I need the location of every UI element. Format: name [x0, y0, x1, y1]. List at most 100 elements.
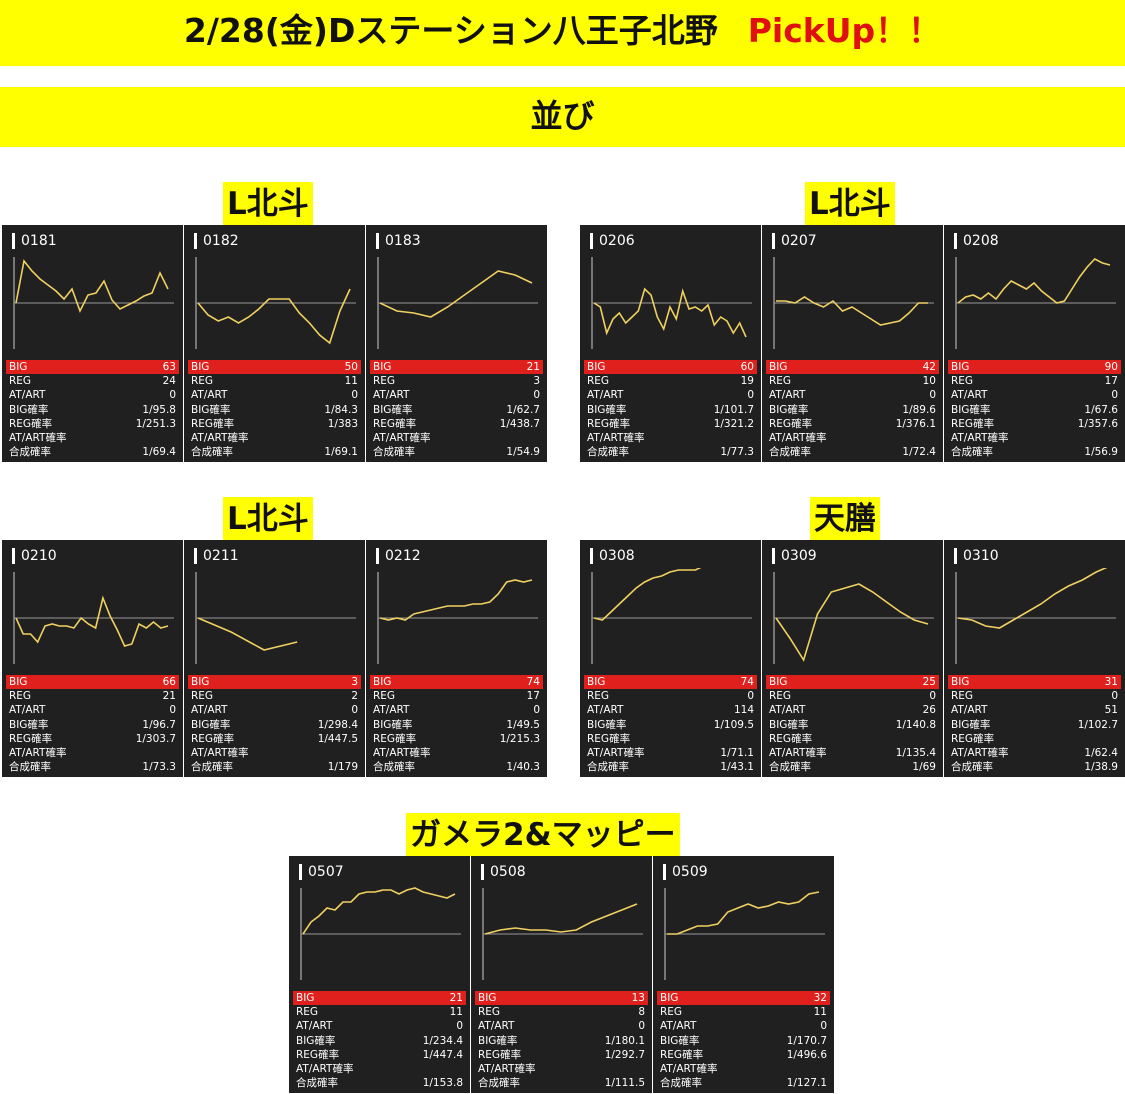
stat-value: 1/438.7: [499, 417, 540, 430]
stats-row: AT/ART確率: [948, 431, 1121, 445]
stat-value: 13: [631, 992, 645, 1004]
stats-row: REG確率 1/321.2: [584, 417, 757, 431]
stats-row: BIG 42: [766, 360, 939, 375]
stat-value: 21: [526, 361, 540, 373]
slump-graph: [664, 888, 825, 980]
slump-line: [379, 270, 533, 318]
machine-panel[interactable]: 0509 BIG 32 REG 11 AT/ART 0 BIG確率 1/170.7 REG確率 1/…: [653, 856, 834, 1093]
stat-label: REG確率: [587, 417, 631, 430]
stat-label: AT/ART確率: [660, 1062, 718, 1075]
stats-row: REG 8: [475, 1005, 648, 1019]
stats-row: BIG確率 1/180.1: [475, 1034, 648, 1048]
machine-panel[interactable]: 0308 BIG 74 REG 0 AT/ART 114 BIG確率 1/109.5 REG確率 A…: [580, 540, 761, 777]
stats-row: AT/ART確率: [475, 1062, 648, 1076]
stat-label: AT/ART: [478, 1020, 515, 1033]
stats-row: 合成確率 1/69.4: [6, 445, 179, 459]
stat-value: 0: [169, 389, 176, 402]
stat-value: 1/73.3: [142, 761, 176, 774]
stats-row: AT/ART 0: [370, 388, 543, 402]
stats-row: BIG 32: [657, 991, 830, 1006]
stat-value: 1/179: [327, 761, 358, 774]
stats-row: BIG 63: [6, 360, 179, 375]
stat-value: 31: [1104, 676, 1118, 688]
stats-row: AT/ART 114: [584, 703, 757, 717]
stats-row: AT/ART 0: [293, 1019, 466, 1033]
stat-label: AT/ART確率: [191, 746, 249, 759]
machine-panel[interactable]: 0211 BIG 3 REG 2 AT/ART 0 BIG確率 1/298.4 REG確率 1/44…: [184, 540, 365, 777]
stat-label: AT/ART確率: [769, 431, 827, 444]
stat-value: 1/140.8: [895, 718, 936, 731]
stat-label: AT/ART確率: [587, 746, 645, 759]
stat-label: REG: [951, 690, 974, 703]
stats-row: BIG確率 1/89.6: [766, 403, 939, 417]
stat-value: 1/56.9: [1084, 446, 1118, 459]
stat-label: REG確率: [373, 732, 417, 745]
stat-label: BIG確率: [373, 718, 413, 731]
stat-label: BIG確率: [478, 1034, 518, 1047]
stat-value: 0: [929, 690, 936, 703]
stat-label: BIG確率: [769, 718, 809, 731]
machine-panel[interactable]: 0182 BIG 50 REG 11 AT/ART 0 BIG確率 1/84.3 REG確率 1/3…: [184, 225, 365, 462]
stats-table: BIG 50 REG 11 AT/ART 0 BIG確率 1/84.3 REG確率 1/383 AT…: [188, 360, 361, 459]
machine-panel[interactable]: 0507 BIG 21 REG 11 AT/ART 0 BIG確率 1/234.4 REG確率 1/…: [289, 856, 470, 1093]
stat-value: 90: [1104, 361, 1118, 373]
machine-panel[interactable]: 0310 BIG 31 REG 0 AT/ART 51 BIG確率 1/102.7 REG確率 AT…: [944, 540, 1125, 777]
stats-row: BIG 21: [293, 991, 466, 1006]
slump-line: [776, 296, 928, 326]
machine-panel[interactable]: 0181 BIG 63 REG 24 AT/ART 0 BIG確率 1/95.8 REG確率 1/2…: [2, 225, 183, 462]
stats-row: REG確率 1/496.6: [657, 1048, 830, 1062]
stats-row: AT/ART 0: [475, 1019, 648, 1033]
stat-label: 合成確率: [9, 446, 51, 459]
stat-label: AT/ART: [191, 704, 228, 717]
stat-label: BIG: [587, 676, 606, 688]
stat-label: REG: [373, 690, 396, 703]
stat-label: REG確率: [587, 732, 631, 745]
machine-panel[interactable]: 0207 BIG 42 REG 10 AT/ART 0 BIG確率 1/89.6 REG確率 1/3…: [762, 225, 943, 462]
stat-label: AT/ART: [769, 704, 806, 717]
stats-row: REG 24: [6, 374, 179, 388]
stats-table: BIG 31 REG 0 AT/ART 51 BIG確率 1/102.7 REG確率 AT/ART…: [948, 675, 1121, 774]
stat-value: 32: [813, 992, 827, 1004]
slump-graph: [13, 572, 174, 664]
stat-value: 0: [820, 1020, 827, 1033]
stats-table: BIG 63 REG 24 AT/ART 0 BIG確率 1/95.8 REG確率 1/251.3…: [6, 360, 179, 459]
stat-label: BIG: [9, 676, 28, 688]
stat-value: 1/135.4: [895, 746, 936, 759]
stats-table: BIG 3 REG 2 AT/ART 0 BIG確率 1/298.4 REG確率 1/447.5 A…: [188, 675, 361, 774]
stat-label: BIG確率: [951, 718, 991, 731]
stat-label: AT/ART: [373, 704, 410, 717]
machine-number: 0308: [590, 548, 635, 564]
machine-panel[interactable]: 0212 BIG 74 REG 17 AT/ART 0 BIG確率 1/49.5 REG確率 1/2…: [366, 540, 547, 777]
machine-panel[interactable]: 0508 BIG 13 REG 8 AT/ART 0 BIG確率 1/180.1 REG確率 1/2…: [471, 856, 652, 1093]
stat-label: AT/ART確率: [769, 746, 827, 759]
slump-graph: [195, 257, 356, 349]
machine-number: 0309: [772, 548, 817, 564]
stats-row: AT/ART確率: [370, 746, 543, 760]
stat-label: REG確率: [660, 1048, 704, 1061]
machine-panel[interactable]: 0208 BIG 90 REG 17 AT/ART 0 BIG確率 1/67.6 REG確率 1/3…: [944, 225, 1125, 462]
stat-value: 1/111.5: [604, 1077, 645, 1090]
machine-panel[interactable]: 0210 BIG 66 REG 21 AT/ART 0 BIG確率 1/96.7 REG確率 1/3…: [2, 540, 183, 777]
stats-row: REG 21: [6, 689, 179, 703]
stats-row: AT/ART 0: [6, 388, 179, 402]
stat-label: REG確率: [951, 417, 995, 430]
stats-table: BIG 25 REG 0 AT/ART 26 BIG確率 1/140.8 REG確率 AT/ART…: [766, 675, 939, 774]
stats-row: AT/ART 26: [766, 703, 939, 717]
stat-value: 1/101.7: [713, 403, 754, 416]
stat-label: REG: [769, 690, 792, 703]
machine-panel[interactable]: 0183 BIG 21 REG 3 AT/ART 0 BIG確率 1/62.7 REG確率 1/43…: [366, 225, 547, 462]
slump-graph: [482, 888, 643, 980]
stats-row: BIG 13: [475, 991, 648, 1006]
stats-row: REG確率 1/447.5: [188, 732, 361, 746]
stat-value: 1/102.7: [1077, 718, 1118, 731]
stat-value: 11: [449, 1006, 463, 1019]
stat-label: AT/ART: [9, 389, 46, 402]
machine-panel[interactable]: 0206 BIG 60 REG 19 AT/ART 0 BIG確率 1/101.7 REG確率 1/…: [580, 225, 761, 462]
slump-line: [775, 583, 929, 662]
stat-label: REG確率: [951, 732, 995, 745]
stats-row: REG確率 1/251.3: [6, 417, 179, 431]
slump-graph: [955, 568, 1116, 664]
machine-panel[interactable]: 0309 BIG 25 REG 0 AT/ART 26 BIG確率 1/140.8 REG確率 AT…: [762, 540, 943, 777]
stat-value: 3: [533, 375, 540, 388]
stats-row: BIG確率 1/140.8: [766, 718, 939, 732]
